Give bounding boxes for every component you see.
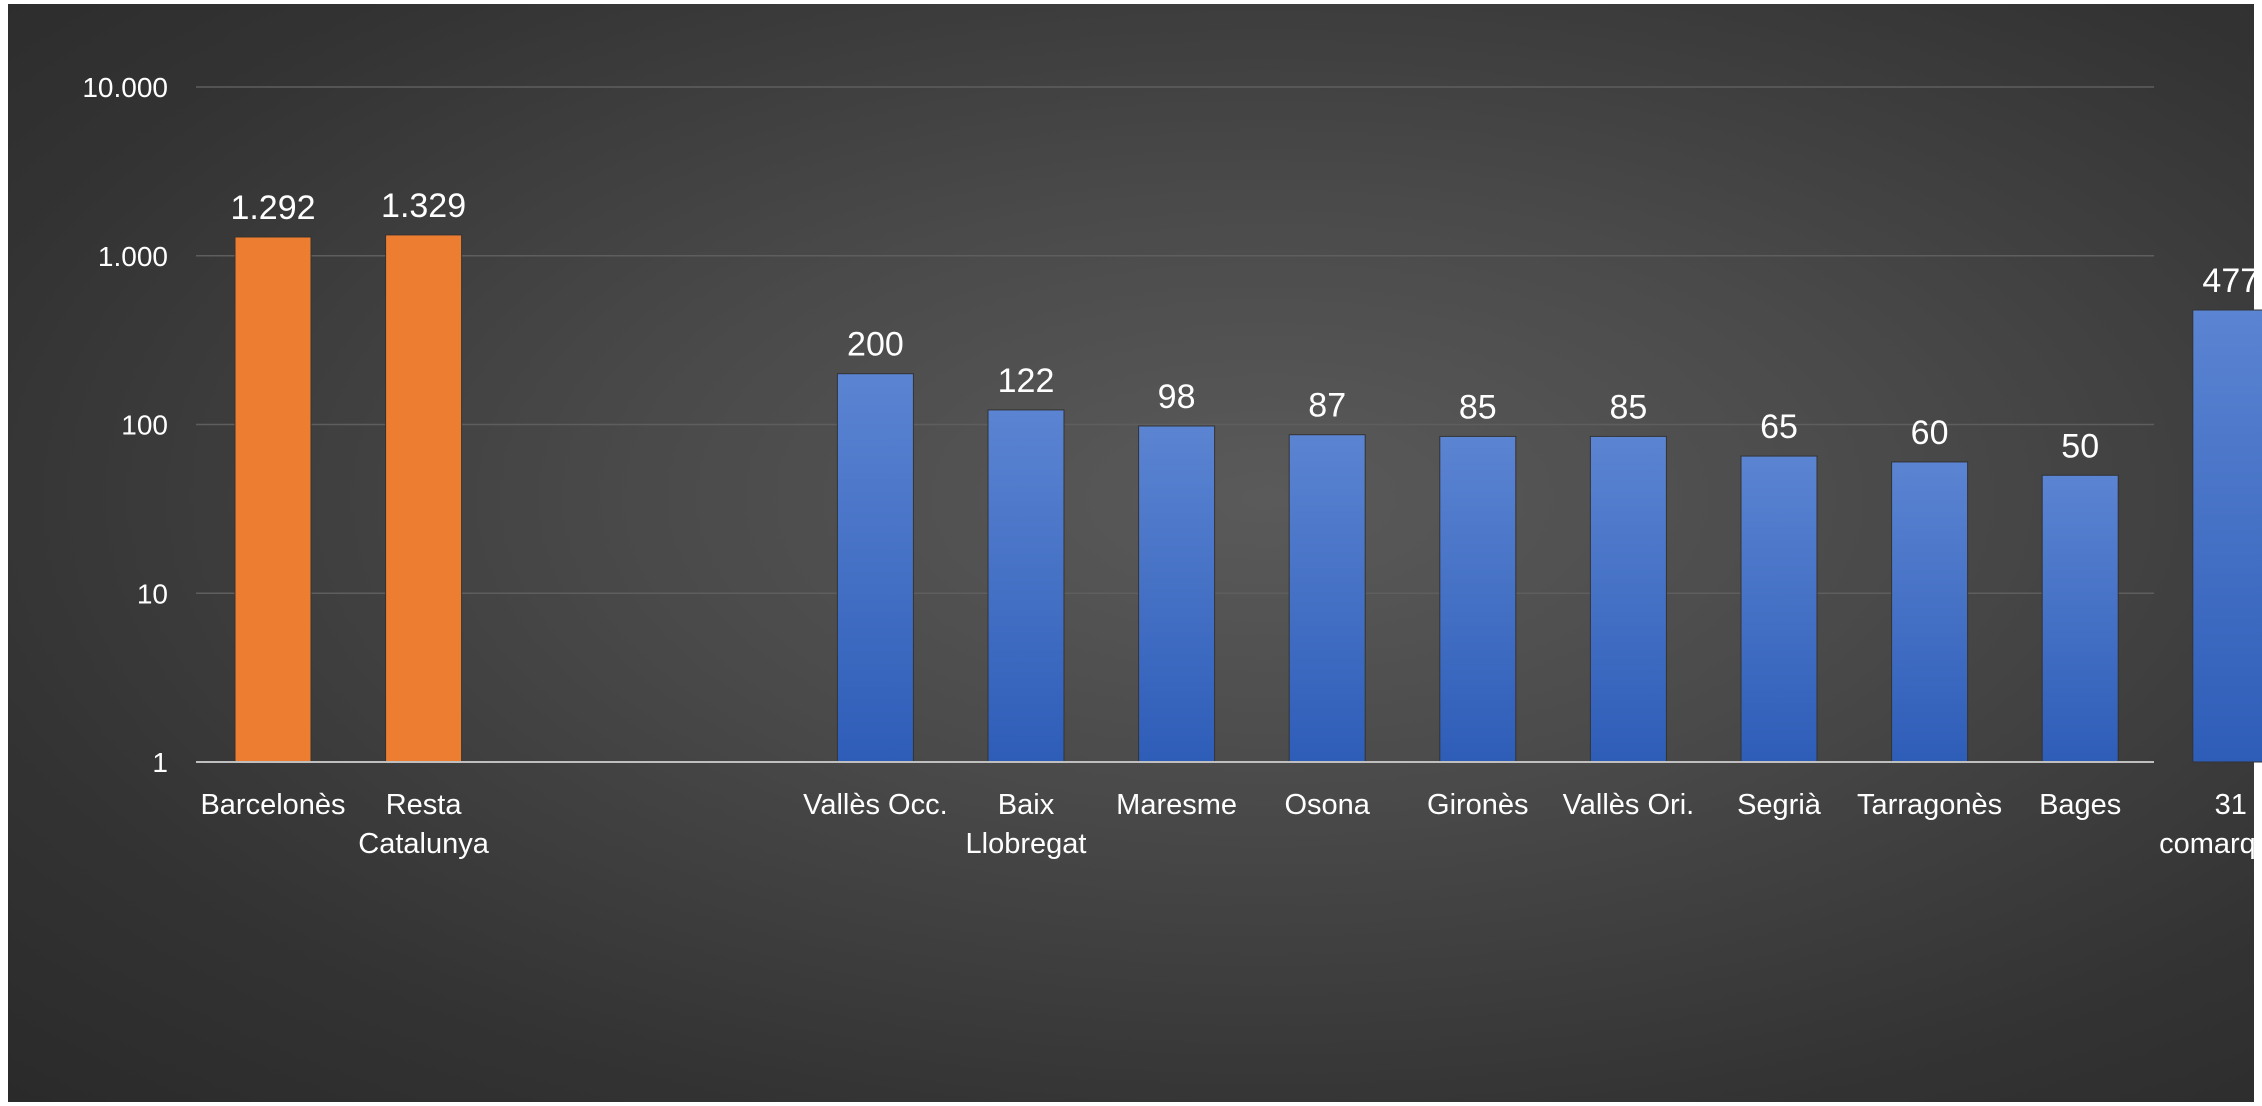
y-tick-label: 10 [137,578,168,609]
category-label-line: Tarragonès [1857,789,2002,821]
y-tick-label: 1.000 [98,241,168,272]
category-label-line: Barcelonès [200,789,345,821]
category-label-line: Osona [1284,789,1370,821]
category-label-line: Gironès [1427,789,1529,821]
category-label: Segrià [1737,789,1822,821]
y-tick-label: 100 [121,410,168,441]
bar [1288,434,1366,763]
bar [1439,435,1517,763]
category-label: Tarragonès [1857,789,2002,821]
data-label: 85 [1609,388,1647,426]
x-axis-category-labels: Barcelonès Resta Catalunya Vallès Occ. Baix L… [200,789,2262,860]
data-label: 65 [1760,408,1798,446]
category-label-line: Baix [998,789,1055,821]
category-label: Barcelonès [200,789,345,821]
category-label-line: Segrià [1737,789,1822,821]
category-label-line: Llobregat [966,828,1087,860]
data-label: 1.329 [381,187,466,225]
y-tick-label: 1 [152,747,168,778]
data-label: 122 [998,362,1055,400]
data-label: 98 [1158,378,1196,416]
bar [385,234,463,763]
category-label: Gironès [1427,789,1529,821]
category-label-line: Catalunya [358,828,489,860]
bar [987,409,1065,763]
data-label: 50 [2061,427,2099,465]
category-label: Vallès Occ. [803,789,948,821]
data-label: 477 [2202,262,2259,300]
category-label-line: Resta [386,789,463,821]
category-label-line: Vallès Ori. [1563,789,1695,821]
category-label: Bages [2039,789,2121,821]
category-label-line: Vallès Occ. [803,789,948,821]
bar [1740,455,1818,763]
category-label: Osona [1284,789,1370,821]
category-label: Baix Llobregat [966,789,1087,860]
data-label: 200 [847,326,904,364]
y-axis-tick-labels: 1 10 100 1.000 10.000 [82,72,168,778]
bar [1138,425,1216,763]
category-label: Vallès Ori. [1563,789,1695,821]
bar [2192,309,2262,763]
gridlines [196,86,2154,594]
chart-area [8,4,2254,1102]
category-label-line: Maresme [1116,789,1237,821]
category-label: Maresme [1116,789,1237,821]
category-label-line: Bages [2039,789,2121,821]
category-label: Resta Catalunya [358,789,489,860]
data-label: 60 [1911,414,1949,452]
y-tick-label: 10.000 [82,72,168,103]
category-label-line: comarques [2159,828,2262,860]
bar [1891,461,1969,763]
data-labels: 1.292 1.329 200 122 98 87 85 85 65 60 50 477 [230,187,2259,465]
bar [836,373,914,763]
data-label: 87 [1308,387,1346,425]
bar [2041,474,2119,763]
data-label: 85 [1459,388,1497,426]
bars [234,234,2262,763]
category-label-line: 31 [2215,789,2247,821]
bar [1589,435,1667,763]
bar [234,236,312,763]
category-label: 31 comarques [2159,789,2262,860]
data-label: 1.292 [230,189,315,227]
